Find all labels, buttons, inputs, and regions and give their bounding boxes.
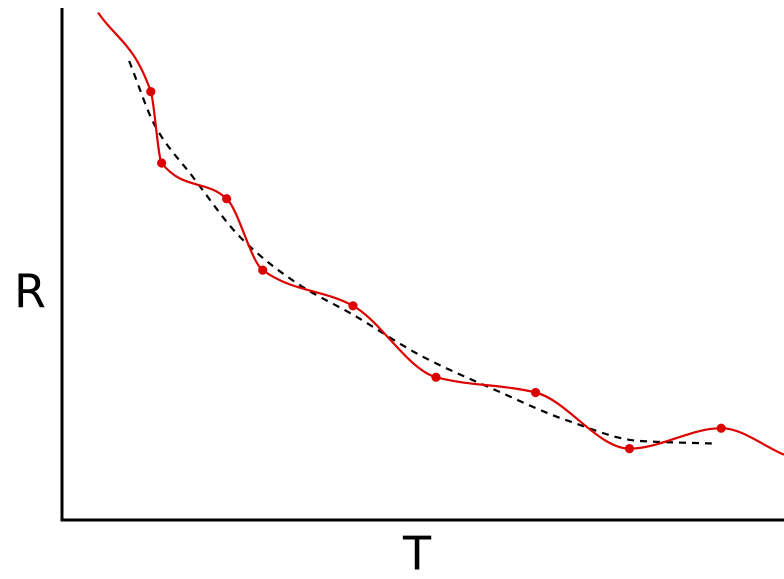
data-point bbox=[716, 423, 726, 433]
data-point bbox=[258, 265, 268, 275]
data-point bbox=[624, 444, 635, 454]
data-point bbox=[431, 372, 441, 382]
data-point bbox=[157, 158, 167, 168]
interpolation-curve bbox=[97, 11, 784, 456]
data-point bbox=[531, 387, 541, 398]
data-point bbox=[146, 87, 156, 97]
x-axis-label: T bbox=[402, 527, 432, 579]
y-axis-label: R bbox=[14, 265, 46, 319]
axes bbox=[60, 8, 784, 522]
data-point bbox=[348, 301, 358, 311]
plot-area bbox=[97, 11, 784, 456]
data-point bbox=[222, 194, 232, 204]
fit-curve bbox=[128, 60, 712, 445]
